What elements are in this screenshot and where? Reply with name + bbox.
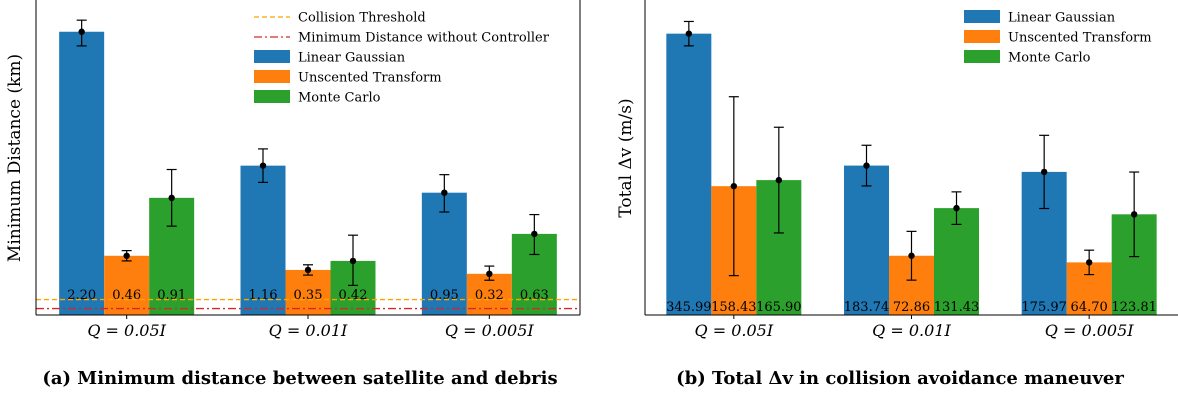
- mean-point: [531, 230, 538, 238]
- mean-point: [349, 257, 357, 265]
- legend-swatch: [254, 50, 290, 63]
- mean-point: [168, 194, 175, 202]
- legend-entry: Linear Gaussian: [1008, 11, 1116, 26]
- mean-point: [259, 162, 267, 169]
- figure-caption: (b) Total Δv in collision avoidance mane…: [676, 368, 1124, 389]
- mean-point: [441, 189, 448, 196]
- legend: Collision Threshold Minimum Distance with…: [254, 11, 550, 106]
- legend-entry: Unscented Transform: [1008, 31, 1152, 46]
- legend-entry: Collision Threshold: [298, 11, 426, 26]
- data-label: 1.16: [249, 288, 278, 303]
- x-tick-label: Q = 0.05I: [87, 321, 166, 340]
- data-label: 175.97: [1021, 300, 1067, 315]
- mean-point: [123, 252, 130, 259]
- data-label: 0.91: [157, 288, 186, 303]
- data-label: 131.43: [934, 300, 980, 315]
- y-axis-label: Minimum Distance (km): [5, 54, 25, 262]
- x-tick-label: Q = 0.005I: [445, 321, 535, 340]
- mean-point: [486, 270, 493, 277]
- data-label: 0.95: [430, 288, 459, 303]
- data-label: 64.70: [1071, 300, 1108, 315]
- legend-swatch: [964, 10, 1000, 23]
- figure-caption: (a) Minimum distance between satellite a…: [42, 368, 557, 389]
- legend-entry: Unscented Transform: [298, 71, 442, 86]
- mean-point: [1040, 168, 1048, 176]
- legend-entry: Linear Gaussian: [298, 51, 406, 66]
- mean-point: [1130, 211, 1138, 218]
- data-label: 123.81: [1111, 300, 1157, 315]
- legend-swatch: [254, 90, 290, 103]
- x-tick-label: Q = 0.01I: [269, 321, 348, 340]
- bar: [59, 31, 105, 315]
- data-label: 0.42: [339, 288, 368, 303]
- bar: [844, 165, 889, 315]
- data-label: 0.32: [475, 288, 504, 303]
- mean-point: [908, 252, 915, 259]
- mean-point: [1085, 259, 1093, 266]
- x-tick-label: Q = 0.005I: [1045, 321, 1135, 340]
- data-label: 183.74: [844, 300, 890, 315]
- legend: Linear Gaussian Unscented Transform Monte …: [964, 10, 1152, 66]
- data-label: 0.63: [520, 288, 549, 303]
- data-label: 165.90: [756, 300, 802, 315]
- mean-point: [685, 30, 693, 37]
- y-axis-label: Total Δv (m/s): [616, 98, 636, 217]
- legend-entry: Minimum Distance without Controller: [298, 31, 550, 46]
- mean-point: [775, 176, 783, 184]
- bar: [240, 165, 286, 315]
- bar: [285, 269, 331, 315]
- data-label: 0.46: [112, 288, 141, 303]
- legend-swatch: [964, 30, 1000, 43]
- legend-swatch: [254, 70, 290, 83]
- chart-panel-a: 2.20 1.16 0.95 0.46 0.35 0.32 0.91 0.42 0.63 Q = …: [5, 0, 581, 389]
- bar: [934, 208, 979, 315]
- legend-entry: Monte Carlo: [1008, 51, 1091, 66]
- mean-point: [730, 182, 738, 190]
- data-label: 158.43: [711, 300, 757, 315]
- x-tick-label: Q = 0.05I: [695, 321, 774, 340]
- data-label: 72.86: [893, 300, 930, 315]
- data-label: 2.20: [67, 288, 96, 303]
- bar: [104, 255, 150, 315]
- data-label: 0.35: [294, 288, 323, 303]
- mean-point: [953, 204, 960, 212]
- bar: [666, 33, 712, 316]
- bar: [421, 192, 467, 315]
- legend-entry: Monte Carlo: [298, 91, 381, 106]
- mean-point: [863, 162, 870, 169]
- mean-point: [304, 266, 312, 274]
- legend-swatch: [964, 50, 1000, 63]
- chart-panel-b: 345.99 183.74 175.97 158.43 72.86 64.70 165.90…: [616, 0, 1178, 389]
- mean-point: [78, 28, 85, 35]
- data-label: 345.99: [666, 300, 712, 315]
- x-tick-label: Q = 0.01I: [872, 321, 951, 340]
